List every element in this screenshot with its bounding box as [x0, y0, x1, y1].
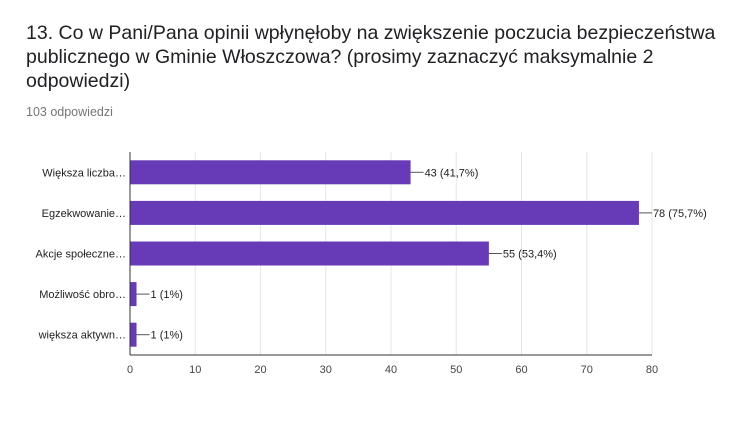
data-label: 1 (1%) [151, 330, 183, 342]
data-label: 78 (75,7%) [653, 208, 707, 220]
x-tick-label: 40 [385, 364, 397, 376]
labels: 0 10 20 30 40 50 60 70 80 Większa liczba… 43 (41,7… [36, 167, 707, 376]
data-label: 43 (41,7%) [425, 167, 479, 179]
x-tick-label: 70 [581, 364, 593, 376]
data-label: 1 (1%) [151, 289, 183, 301]
bar [130, 200, 639, 225]
category-label: Większa liczba… [42, 167, 126, 179]
data-label: 55 (53,4%) [503, 249, 557, 261]
x-tick-label: 10 [189, 364, 201, 376]
bars [130, 160, 639, 347]
response-count: 103 odpowiedzi [26, 105, 113, 119]
bar [130, 282, 137, 307]
bar [130, 322, 137, 347]
bar [130, 160, 411, 185]
question-title: 13. Co w Pani/Pana opinii wpłynęłoby na … [26, 22, 716, 92]
bar [130, 241, 489, 266]
x-tick-label: 80 [646, 364, 658, 376]
x-tick-label: 60 [515, 364, 527, 376]
x-tick-label: 0 [127, 364, 133, 376]
axes [129, 152, 652, 356]
category-label: większa aktywn… [38, 330, 126, 342]
category-label: Akcje społeczne… [36, 249, 127, 261]
x-tick-label: 50 [450, 364, 462, 376]
category-label: Możliwość obro… [39, 289, 126, 301]
category-label: Egzekwowanie… [42, 208, 126, 220]
x-tick-label: 20 [254, 364, 266, 376]
x-tick-label: 30 [320, 364, 332, 376]
